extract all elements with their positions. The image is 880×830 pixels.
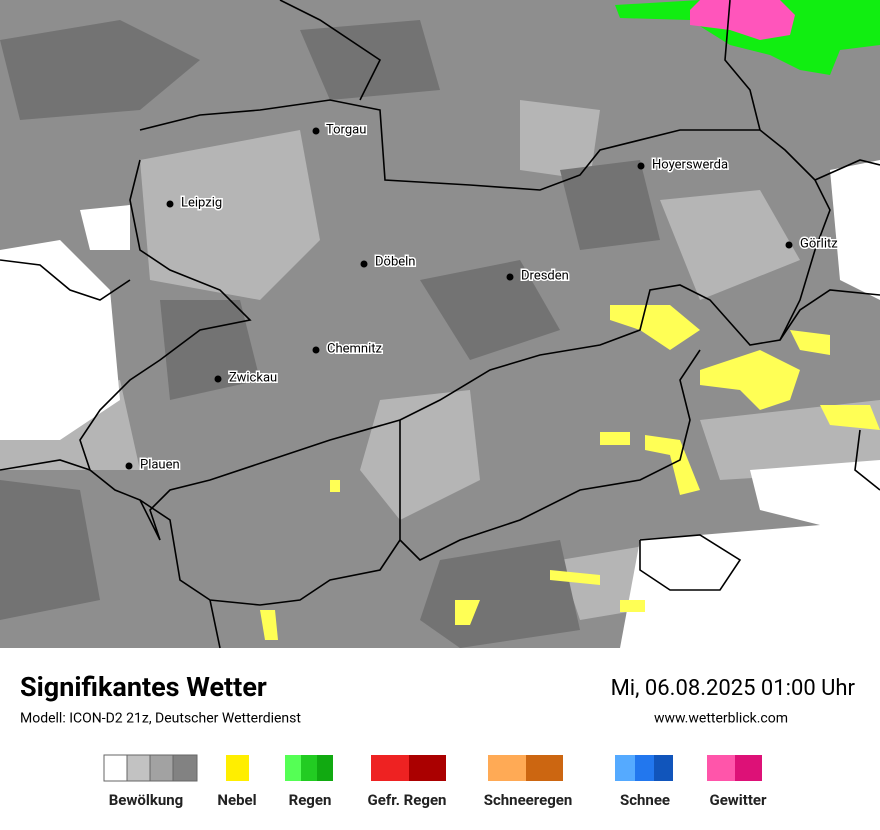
legend-label: Bewölkung bbox=[109, 791, 184, 809]
date: Mi, 06.08.2025 01:00 Uhr bbox=[611, 676, 856, 701]
cloud-patch bbox=[300, 20, 440, 100]
legend-label: Regen bbox=[289, 791, 332, 809]
city-dot bbox=[312, 127, 320, 135]
clear-patch bbox=[0, 240, 120, 440]
fog-patch bbox=[700, 350, 800, 410]
dark-cloud bbox=[0, 20, 660, 648]
fog-patch bbox=[790, 330, 830, 355]
city-label: Dresden bbox=[521, 268, 569, 283]
cloud-patch bbox=[140, 130, 320, 300]
city-label: Döbeln bbox=[375, 254, 415, 269]
border bbox=[0, 259, 131, 301]
border bbox=[639, 534, 742, 591]
website: www.wetterblick.com bbox=[654, 711, 788, 727]
city-dot bbox=[312, 346, 320, 354]
city-label: Chemnitz bbox=[327, 341, 383, 356]
fog-patch bbox=[600, 432, 630, 445]
swatch bbox=[735, 755, 762, 781]
city-dot bbox=[785, 241, 793, 249]
cloud-patch bbox=[560, 160, 660, 250]
clear-patch bbox=[80, 205, 130, 250]
swatch bbox=[409, 755, 446, 781]
fog-patch bbox=[620, 600, 645, 612]
cities: Torgau Hoyerswerda Leipzig Görlitz Döbel… bbox=[125, 121, 840, 474]
fog-patch bbox=[820, 405, 880, 430]
legend-label: Gewitter bbox=[709, 791, 767, 809]
city-label: Görlitz bbox=[800, 236, 838, 251]
swatch bbox=[488, 755, 526, 781]
map: Torgau Hoyerswerda Leipzig Görlitz Döbel… bbox=[0, 0, 880, 649]
border bbox=[399, 349, 701, 561]
border bbox=[779, 289, 880, 341]
fog bbox=[260, 305, 880, 640]
border bbox=[139, 499, 401, 606]
swatch bbox=[654, 755, 673, 781]
swatch bbox=[615, 755, 635, 781]
swatch bbox=[149, 754, 174, 782]
swatch bbox=[371, 755, 409, 781]
state-border bbox=[79, 99, 831, 541]
fog-patch bbox=[610, 305, 700, 350]
city-dot bbox=[125, 462, 133, 470]
footer: Signifikantes Wetter Modell: ICON-D2 21z… bbox=[20, 671, 856, 727]
city-label: Zwickau bbox=[229, 370, 277, 385]
legend-label: Nebel bbox=[217, 791, 256, 809]
border bbox=[279, 0, 382, 101]
city-label: Hoyerswerda bbox=[652, 157, 728, 172]
fog-patch bbox=[330, 480, 340, 492]
swatch bbox=[301, 755, 317, 781]
border bbox=[854, 429, 880, 491]
city-dot bbox=[360, 260, 368, 268]
cloud-patch bbox=[520, 100, 600, 180]
title: Signifikantes Wetter bbox=[20, 671, 267, 703]
cloud-patch bbox=[420, 260, 560, 360]
border bbox=[0, 459, 91, 471]
swatch bbox=[103, 754, 128, 782]
cloud-patch bbox=[0, 480, 100, 620]
city-label: Plauen bbox=[140, 457, 180, 472]
legend: Bewölkung Nebel Regen Gefr. Regen Schnee… bbox=[103, 754, 767, 809]
city-dot bbox=[637, 162, 645, 170]
fog-patch bbox=[550, 570, 600, 585]
city-dot bbox=[506, 273, 514, 281]
thunderstorm-area bbox=[690, 0, 795, 40]
borders bbox=[0, 0, 880, 649]
swatch bbox=[317, 755, 333, 781]
clear-sky bbox=[0, 160, 880, 648]
legend-label: Schnee bbox=[620, 791, 670, 809]
clear-patch bbox=[620, 520, 880, 648]
swatch bbox=[526, 755, 563, 781]
city-dot bbox=[214, 375, 222, 383]
fog-patch bbox=[455, 600, 480, 625]
cloud-patch bbox=[0, 20, 200, 120]
cloud-patch bbox=[160, 300, 260, 400]
border bbox=[814, 159, 880, 181]
clear-patch bbox=[830, 160, 880, 300]
border bbox=[209, 599, 221, 649]
fog-patch bbox=[645, 435, 700, 495]
city-label: Leipzig bbox=[181, 195, 222, 210]
swatch bbox=[707, 755, 735, 781]
city-dot bbox=[166, 200, 174, 208]
city-label: Torgau bbox=[326, 122, 366, 137]
cloud-patch bbox=[660, 190, 800, 300]
legend-label: Schneeregen bbox=[484, 791, 573, 809]
clear-patch bbox=[750, 460, 880, 540]
rain-area bbox=[615, 0, 880, 75]
border bbox=[724, 0, 761, 131]
swatch bbox=[635, 755, 654, 781]
fog-patch bbox=[260, 610, 278, 640]
swatch bbox=[226, 755, 249, 781]
legend-label: Gefr. Regen bbox=[368, 791, 447, 809]
swatch bbox=[126, 754, 151, 782]
swatch bbox=[285, 755, 301, 781]
subtitle: Modell: ICON-D2 21z, Deutscher Wetterdie… bbox=[20, 711, 301, 727]
swatch bbox=[172, 754, 198, 782]
